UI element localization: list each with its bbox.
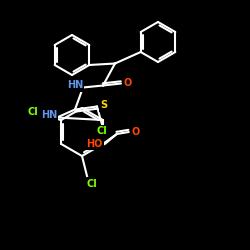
Text: HN: HN: [41, 110, 57, 120]
Text: S: S: [100, 100, 107, 110]
Text: O: O: [132, 127, 140, 137]
Text: HO: HO: [86, 139, 103, 149]
Text: Cl: Cl: [96, 126, 108, 136]
Text: O: O: [124, 78, 132, 88]
Text: Cl: Cl: [28, 107, 38, 117]
Text: Cl: Cl: [87, 179, 98, 189]
Text: HN: HN: [67, 80, 83, 90]
